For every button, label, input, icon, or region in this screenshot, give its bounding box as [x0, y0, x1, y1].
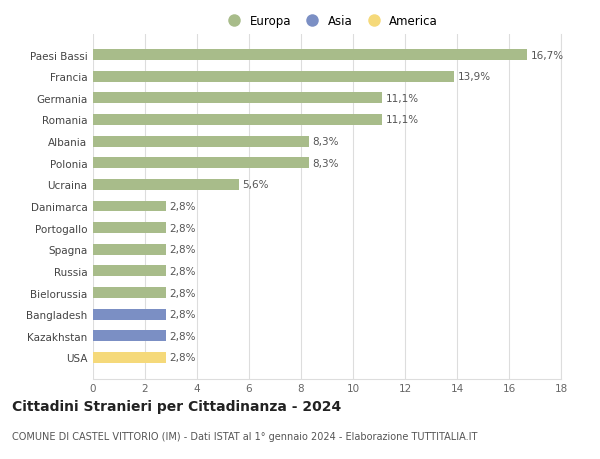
Bar [93, 330, 166, 341]
Bar [93, 179, 239, 190]
Text: 2,8%: 2,8% [170, 245, 196, 255]
Text: 2,8%: 2,8% [170, 353, 196, 363]
Text: COMUNE DI CASTEL VITTORIO (IM) - Dati ISTAT al 1° gennaio 2024 - Elaborazione TU: COMUNE DI CASTEL VITTORIO (IM) - Dati IS… [12, 431, 478, 442]
Bar [93, 266, 166, 277]
Bar [93, 201, 166, 212]
Text: 2,8%: 2,8% [170, 309, 196, 319]
Bar [93, 309, 166, 320]
Bar [93, 352, 166, 363]
Bar [93, 223, 166, 234]
Bar [93, 72, 454, 83]
Text: 2,8%: 2,8% [170, 223, 196, 233]
Bar [93, 93, 382, 104]
Text: 13,9%: 13,9% [458, 72, 491, 82]
Text: Cittadini Stranieri per Cittadinanza - 2024: Cittadini Stranieri per Cittadinanza - 2… [12, 399, 341, 413]
Legend: Europa, Asia, America: Europa, Asia, America [218, 11, 442, 33]
Text: 11,1%: 11,1% [386, 94, 419, 104]
Bar [93, 287, 166, 298]
Text: 16,7%: 16,7% [531, 50, 564, 61]
Bar [93, 136, 309, 147]
Text: 2,8%: 2,8% [170, 202, 196, 212]
Text: 11,1%: 11,1% [386, 115, 419, 125]
Text: 8,3%: 8,3% [313, 158, 339, 168]
Text: 2,8%: 2,8% [170, 331, 196, 341]
Text: 5,6%: 5,6% [242, 180, 269, 190]
Bar [93, 115, 382, 126]
Bar [93, 50, 527, 61]
Bar [93, 244, 166, 255]
Text: 2,8%: 2,8% [170, 266, 196, 276]
Text: 8,3%: 8,3% [313, 137, 339, 147]
Bar [93, 158, 309, 169]
Text: 2,8%: 2,8% [170, 288, 196, 298]
